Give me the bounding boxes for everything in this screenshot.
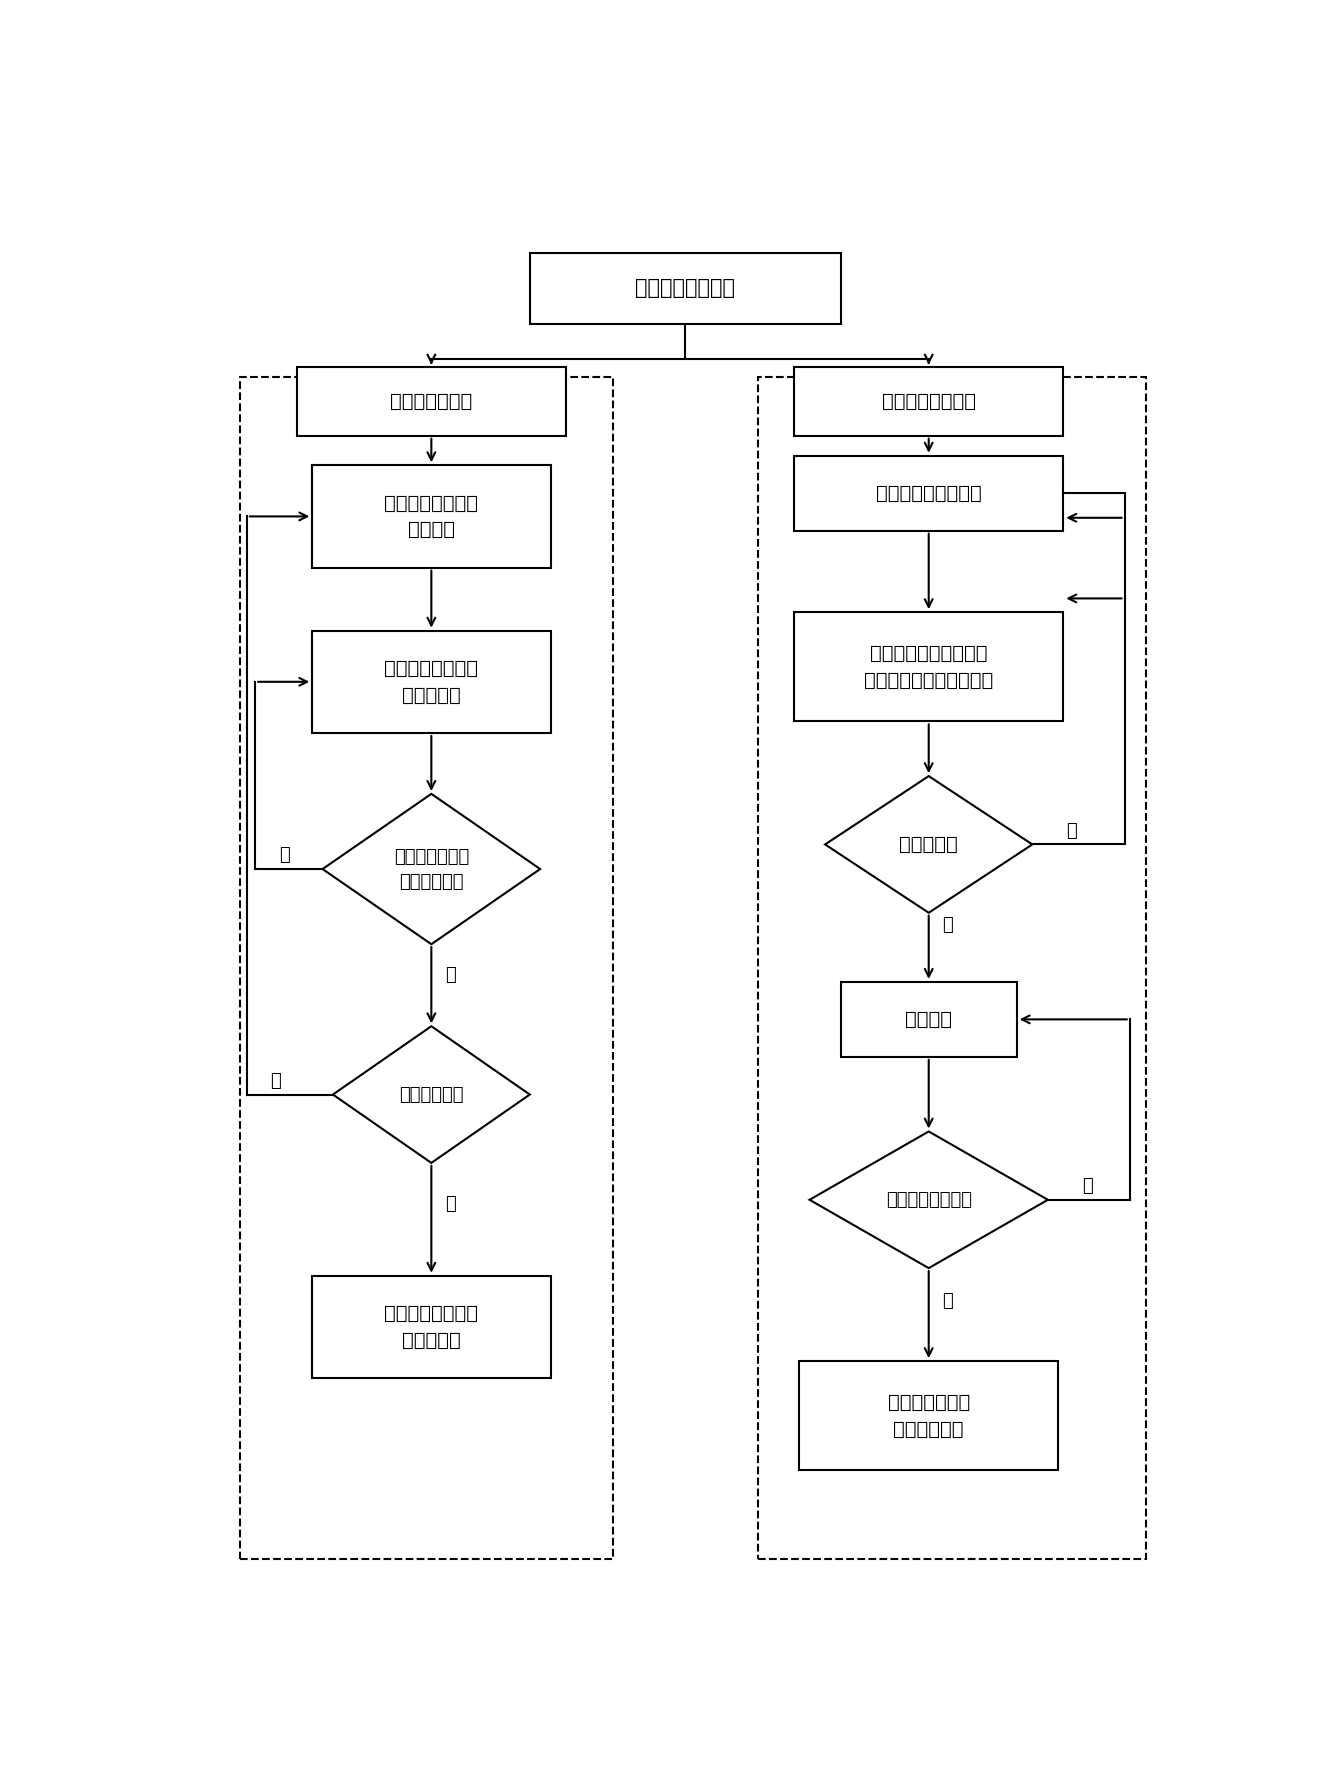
- FancyBboxPatch shape: [794, 612, 1063, 721]
- FancyBboxPatch shape: [313, 630, 551, 733]
- Text: 簇首能量低: 簇首能量低: [900, 834, 959, 854]
- Text: 否: 否: [1082, 1177, 1092, 1195]
- Text: 非簇首节点的操作: 非簇首节点的操作: [881, 392, 976, 412]
- Text: 成为新的簇首，
进行簇的更新: 成为新的簇首， 进行簇的更新: [888, 1393, 969, 1438]
- Text: 监听簇内节点是
否有换簇申请: 监听簇内节点是 否有换簇申请: [393, 847, 469, 891]
- FancyBboxPatch shape: [313, 1276, 551, 1377]
- Polygon shape: [322, 793, 540, 944]
- Text: 广播节点当前剩余
能量信息: 广播节点当前剩余 能量信息: [384, 493, 479, 540]
- Text: 否: 否: [1067, 822, 1078, 840]
- FancyBboxPatch shape: [794, 456, 1063, 531]
- Text: 局部按需更换簇首: 局部按需更换簇首: [635, 279, 735, 298]
- Polygon shape: [825, 776, 1032, 912]
- FancyBboxPatch shape: [841, 982, 1016, 1056]
- Text: 簇首节点的操作: 簇首节点的操作: [390, 392, 472, 412]
- Text: 是: 是: [943, 1292, 953, 1310]
- Text: 否: 否: [279, 847, 290, 864]
- FancyBboxPatch shape: [313, 465, 551, 568]
- Text: 同意换簇申请: 同意换簇申请: [400, 1086, 464, 1104]
- FancyBboxPatch shape: [297, 367, 566, 437]
- FancyBboxPatch shape: [794, 367, 1063, 437]
- Text: 监听簇内节点是否
有换簇申请: 监听簇内节点是否 有换簇申请: [384, 659, 479, 705]
- Text: 是: 是: [445, 966, 456, 983]
- Polygon shape: [809, 1131, 1048, 1267]
- Polygon shape: [333, 1026, 529, 1163]
- FancyBboxPatch shape: [800, 1361, 1059, 1470]
- Text: 记录簇首的能量信息: 记录簇首的能量信息: [876, 483, 981, 502]
- Text: 簇首同意申请换簇: 簇首同意申请换簇: [885, 1191, 972, 1209]
- Text: 选出新的簇首，进
行簇的更新: 选出新的簇首，进 行簇的更新: [384, 1305, 479, 1349]
- FancyBboxPatch shape: [529, 252, 841, 323]
- Text: 申请换簇: 申请换簇: [905, 1010, 952, 1030]
- Text: 是: 是: [943, 916, 953, 934]
- Text: 是: 是: [445, 1195, 456, 1212]
- Text: 监听簇首节点的报文转
发，估算簇首的剩余能量: 监听簇首节点的报文转 发，估算簇首的剩余能量: [864, 644, 993, 689]
- Text: 否: 否: [270, 1072, 281, 1090]
